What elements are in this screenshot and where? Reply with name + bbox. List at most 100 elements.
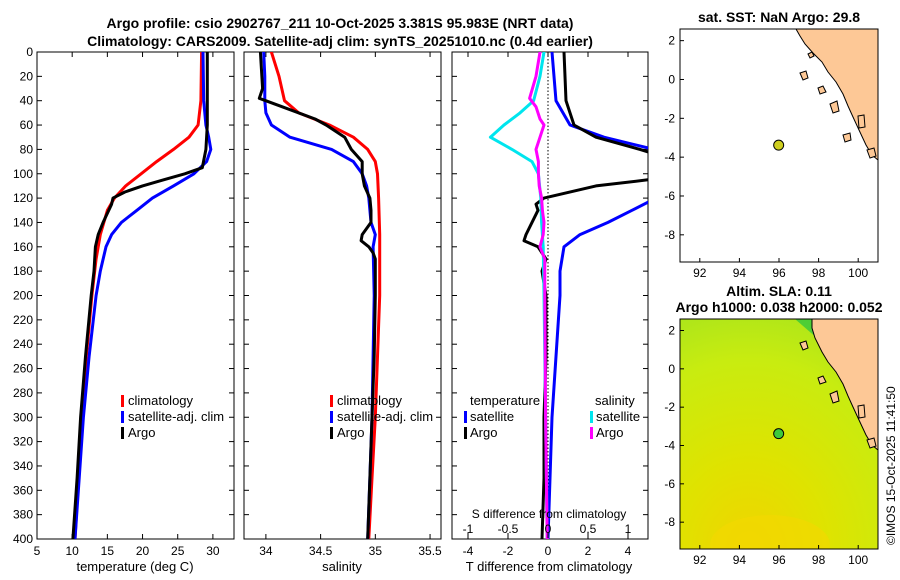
ssh-map-title-line1: Altim. SLA: 0.11 xyxy=(726,283,832,299)
ssh-map-ticks: 92 94 96 98 100 2 0 -2 -4 -6 -8 xyxy=(664,324,868,568)
series-argo xyxy=(71,52,209,539)
series-argo xyxy=(257,52,377,539)
map-x-tick-label: 98 xyxy=(812,266,826,280)
map-y-tick-label: -2 xyxy=(664,400,675,414)
s-diff-tick-label: -1 xyxy=(463,522,474,536)
s-diff-tick-label: 0.5 xyxy=(580,522,597,536)
figure-title-line2: Climatology: CARS2009. Satellite-adj cli… xyxy=(87,33,593,49)
s-difference-axis-ticks: -1 -0.5 0 0.5 1 xyxy=(463,522,632,538)
temperature-xlabel: temperature (deg C) xyxy=(76,559,193,574)
y-tick-label: 280 xyxy=(13,386,33,400)
series-climatology xyxy=(269,52,382,539)
legend-s-argo: Argo xyxy=(596,425,623,440)
map-x-tick-label: 96 xyxy=(772,553,786,567)
y-tick-label: 320 xyxy=(13,435,33,449)
ssh-map-title-line2: Argo h1000: 0.038 h2000: 0.052 xyxy=(675,299,882,315)
y-tick-label: 60 xyxy=(20,118,34,132)
map-x-tick-label: 94 xyxy=(733,553,747,567)
map-x-tick-label: 98 xyxy=(812,553,826,567)
s-difference-axis-label: S difference from climatology xyxy=(472,507,627,521)
map-x-tick-label: 92 xyxy=(693,266,707,280)
map-y-tick-label: 0 xyxy=(668,72,675,86)
x-tick-label: 35 xyxy=(369,544,383,558)
legend-satellite: satellite-adj. clim xyxy=(128,409,224,424)
x-tick-label: 5 xyxy=(34,544,41,558)
s-diff-tick-label: 0 xyxy=(545,522,552,536)
x-tick-label: 4 xyxy=(625,544,632,558)
x-tick-label: 20 xyxy=(136,544,150,558)
temperature-legend: climatology satellite-adj. clim Argo xyxy=(121,393,224,440)
map-y-tick-label: 2 xyxy=(668,34,675,48)
argo-float-marker xyxy=(773,139,785,151)
y-tick-label: 160 xyxy=(13,240,33,254)
temperature-panel xyxy=(36,51,235,540)
map-y-tick-label: -6 xyxy=(664,189,675,203)
y-tick-label: 300 xyxy=(13,410,33,424)
map-x-tick-label: 92 xyxy=(693,553,707,567)
ssh-island xyxy=(829,390,840,404)
ssh-island xyxy=(866,437,877,449)
sst-island xyxy=(866,147,877,159)
difference-series xyxy=(488,52,648,539)
map-y-tick-label: -8 xyxy=(664,515,675,529)
legend-s-satellite: satellite xyxy=(596,409,640,424)
x-tick-label: 34.5 xyxy=(309,544,333,558)
argo-float-marker xyxy=(773,428,785,440)
legend-argo: Argo xyxy=(337,425,364,440)
x-tick-label: -2 xyxy=(503,544,514,558)
salinity-axis-ticks: 34 34.5 35 35.5 xyxy=(244,51,442,558)
ssh-high-patch xyxy=(710,515,830,549)
x-tick-label: 0 xyxy=(545,544,552,558)
difference-xlabel: T difference from climatology xyxy=(466,559,633,574)
imos-timestamp: ©IMOS 15-Oct-2025 11:41:50 xyxy=(884,386,898,545)
legend-title-temperature: temperature xyxy=(470,393,540,408)
x-tick-label: 10 xyxy=(65,544,79,558)
map-x-tick-label: 96 xyxy=(772,266,786,280)
figure-title-line1: Argo profile: csio 2902767_211 10-Oct-20… xyxy=(107,15,574,31)
sst-map-ticks: 92 94 96 98 100 2 0 -2 -4 -6 -8 xyxy=(664,34,868,280)
y-tick-label: 180 xyxy=(13,264,33,278)
map-y-tick-label: -8 xyxy=(664,228,675,242)
legend-swatch-climatology xyxy=(121,395,124,407)
sst-island xyxy=(829,100,840,114)
series-s-argo xyxy=(528,52,549,539)
sst-island xyxy=(807,51,815,59)
legend-t-argo: Argo xyxy=(470,425,497,440)
y-tick-label: 0 xyxy=(26,45,33,59)
legend-swatch-argo xyxy=(121,427,124,439)
legend-swatch-s-satellite xyxy=(590,411,593,423)
salinity-legend: climatology satellite-adj. clim Argo xyxy=(330,393,433,440)
y-tick-label: 240 xyxy=(13,337,33,351)
sst-island xyxy=(857,114,866,129)
y-tick-label: 400 xyxy=(13,532,33,546)
legend-swatch-argo xyxy=(330,427,333,439)
sst-island xyxy=(817,85,827,95)
map-y-tick-label: 2 xyxy=(668,324,675,338)
y-tick-label: 260 xyxy=(13,362,33,376)
ssh-map xyxy=(680,319,878,549)
x-tick-label: 15 xyxy=(101,544,115,558)
legend-swatch-climatology xyxy=(330,395,333,407)
map-x-tick-label: 100 xyxy=(848,266,868,280)
legend-swatch-s-argo xyxy=(590,427,593,439)
legend-swatch-satellite xyxy=(121,411,124,423)
y-tick-label: 120 xyxy=(13,191,33,205)
map-y-tick-label: 0 xyxy=(668,362,675,376)
difference-panel xyxy=(451,51,649,540)
series-satellite-adj-clim xyxy=(73,52,213,539)
legend-t-satellite: satellite xyxy=(470,409,514,424)
series-t-satellite xyxy=(546,52,648,539)
x-tick-label: 35.5 xyxy=(418,544,442,558)
y-tick-label: 200 xyxy=(13,289,33,303)
ssh-island xyxy=(817,375,827,385)
x-tick-label: -4 xyxy=(463,544,474,558)
y-tick-label: 20 xyxy=(20,69,34,83)
s-diff-tick-label: -0.5 xyxy=(498,522,519,536)
salinity-xlabel: salinity xyxy=(322,559,362,574)
map-y-tick-label: -2 xyxy=(664,111,675,125)
x-tick-label: 34 xyxy=(259,544,273,558)
legend-swatch-t-satellite xyxy=(464,411,467,423)
ssh-island xyxy=(799,340,809,351)
y-tick-label: 360 xyxy=(13,483,33,497)
